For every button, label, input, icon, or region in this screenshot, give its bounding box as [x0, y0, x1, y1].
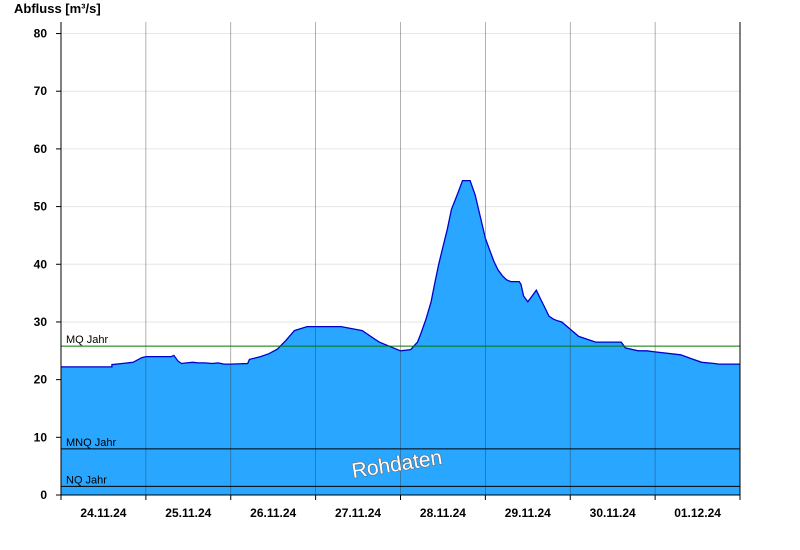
y-tick-label: 80	[34, 27, 48, 41]
x-tick-label: 25.11.24	[165, 506, 211, 520]
y-tick-label: 60	[34, 142, 48, 156]
x-tick-label: 26.11.24	[250, 506, 296, 520]
reference-line-label: MQ Jahr	[66, 334, 109, 346]
discharge-line	[61, 179, 740, 368]
y-tick-label: 10	[34, 430, 48, 444]
y-tick-label: 50	[34, 200, 48, 214]
x-tick-label: 30.11.24	[590, 506, 636, 520]
reference-line-label: MNQ Jahr	[66, 437, 116, 449]
y-tick-label: 40	[34, 257, 48, 271]
x-tick-label: 28.11.24	[420, 506, 466, 520]
x-tick-label: 01.12.24	[674, 506, 721, 520]
day-separator-layer	[145, 22, 656, 495]
y-tick-label: 0	[40, 488, 47, 502]
x-tick-label: 24.11.24	[80, 506, 126, 520]
reference-lines-layer: MQ Jahr MNQ Jahr NQ Jahr	[61, 334, 740, 487]
axes-layer	[56, 22, 741, 500]
y-tick-label: 70	[34, 84, 48, 98]
tick-labels-layer: 0 10 20 30 40 50 60 70 80 24.11.24 25.11.24 26.11.2…	[34, 27, 722, 520]
y-tick-label: 30	[34, 315, 48, 329]
y-axis-label: Abfluss [m³/s]	[14, 1, 101, 16]
x-tick-label: 29.11.24	[505, 506, 551, 520]
y-tick-label: 20	[34, 373, 48, 387]
reference-line-label: NQ Jahr	[66, 474, 107, 486]
x-tick-label: 27.11.24	[335, 506, 381, 520]
